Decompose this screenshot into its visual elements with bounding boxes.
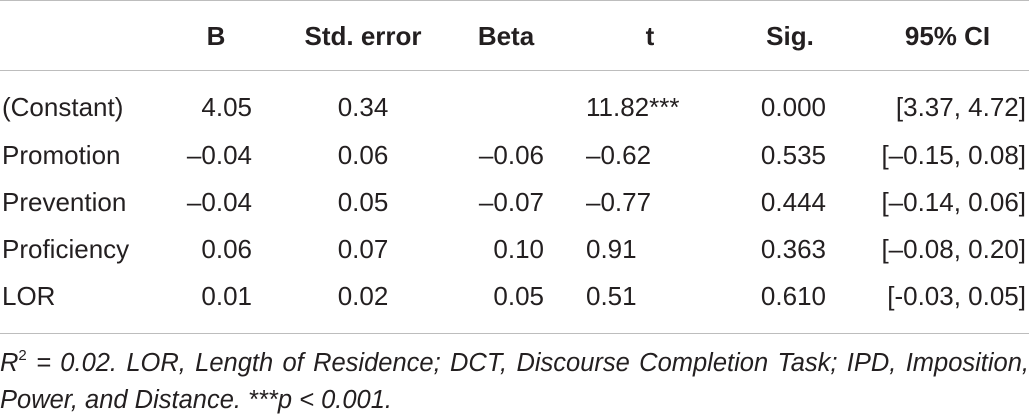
cell-std-error: 0.02 [337,281,389,311]
cell-sig: 0.363 [760,234,826,264]
cell-beta: –0.06 [478,140,544,170]
cell-b: –0.04 [186,140,252,170]
header-sig: Sig. [766,21,814,51]
table-footnote: R2 = 0.02. LOR, Length of Residence; DCT… [0,345,1029,419]
header-b: B [206,21,226,51]
cell-b: 4.05 [201,92,252,122]
cell-t: –0.62 [586,140,652,170]
cell-ci: [–0.08, 0.20] [881,234,1026,264]
header-ci: 95% CI [904,21,991,51]
cell-t: 0.51 [586,281,637,311]
footnote-r-symbol: R [0,349,19,377]
cell-sig: 0.535 [760,140,826,170]
cell-ci: [-0.03, 0.05] [887,281,1026,311]
row-label: Proficiency [2,234,130,264]
header-t: t [645,21,655,51]
cell-b: –0.04 [186,187,252,217]
cell-std-error: 0.34 [337,92,389,122]
header-beta: Beta [477,21,535,51]
cell-sig: 0.444 [760,187,826,217]
cell-b: 0.06 [201,234,252,264]
row-label: Promotion [2,140,121,170]
row-label: Prevention [2,187,127,217]
table-header-rule [0,70,1029,71]
table-bottom-rule [0,333,1029,334]
cell-beta: 0.10 [493,234,544,264]
footnote-r-exponent: 2 [18,347,27,364]
row-label: (Constant) [2,92,124,122]
cell-beta: 0.05 [493,281,544,311]
header-std-error: Std. error [304,21,422,51]
cell-beta: –0.07 [478,187,544,217]
cell-t: 0.91 [586,234,637,264]
footnote-text: = 0.02. LOR, Length of Residence; DCT, D… [0,349,1029,414]
cell-ci: [3.37, 4.72] [895,92,1026,122]
cell-t: –0.77 [586,187,652,217]
cell-std-error: 0.05 [337,187,389,217]
cell-std-error: 0.07 [337,234,389,264]
cell-sig: 0.000 [760,92,826,122]
cell-std-error: 0.06 [337,140,389,170]
cell-sig: 0.610 [760,281,826,311]
cell-t: 11.82*** [586,92,680,122]
cell-ci: [–0.14, 0.06] [881,187,1026,217]
table-top-rule [0,0,1029,1]
row-label: LOR [2,281,56,311]
cell-b: 0.01 [201,281,252,311]
cell-ci: [–0.15, 0.08] [881,140,1026,170]
